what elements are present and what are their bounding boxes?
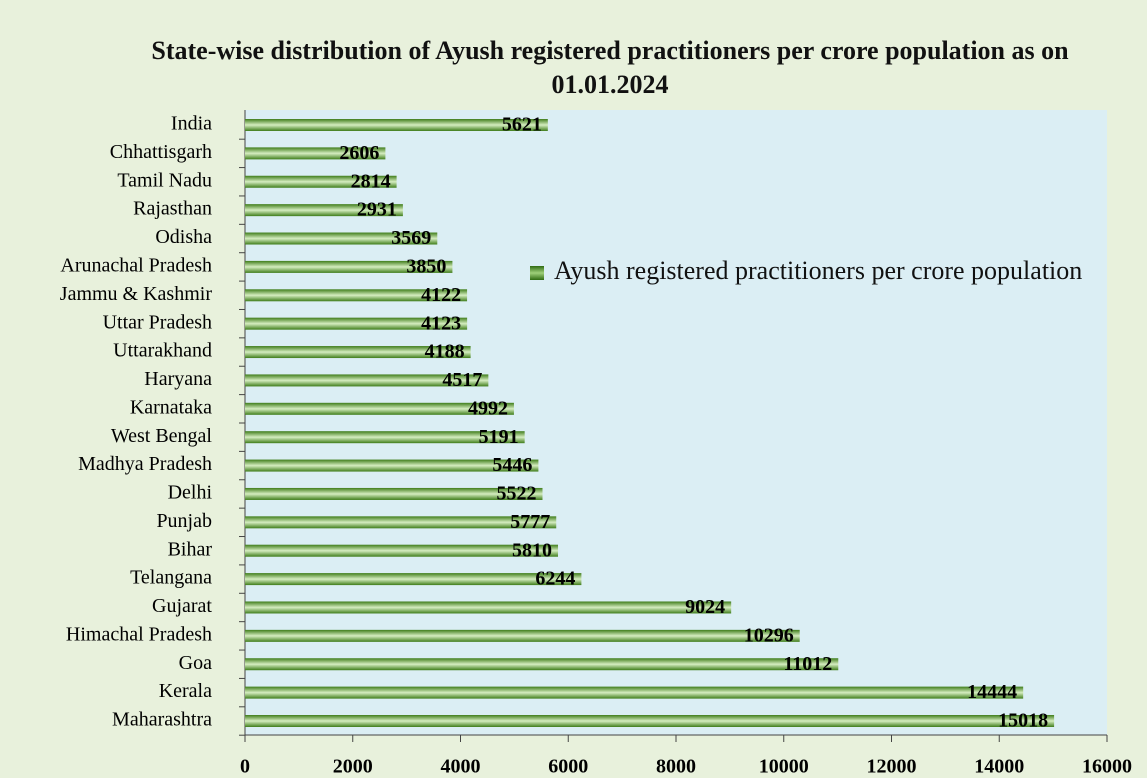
bar [245, 119, 548, 131]
y-tick-label: Haryana [144, 368, 212, 390]
y-tick-label: Telangana [130, 567, 212, 589]
x-tick-label: 2000 [333, 756, 373, 778]
data-label: 2931 [357, 199, 397, 221]
y-tick-label: Uttar Pradesh [103, 311, 212, 333]
bar [245, 573, 582, 586]
y-tick-label: West Bengal [111, 425, 213, 447]
y-tick-label: Goa [179, 652, 212, 674]
legend-swatch [530, 266, 544, 280]
y-tick-label: Tamil Nadu [117, 169, 212, 191]
bar [245, 658, 839, 671]
y-tick-label: Rajasthan [133, 198, 212, 220]
y-tick-label: Punjab [156, 510, 212, 532]
bar [245, 204, 403, 217]
data-label: 15018 [998, 710, 1048, 732]
data-label: 14444 [967, 681, 1017, 703]
y-tick-label: Jammu & Kashmir [60, 283, 213, 305]
x-tick-label: 12000 [867, 756, 917, 778]
data-label: 5191 [479, 426, 519, 448]
data-label: 9024 [685, 596, 725, 618]
bar [245, 289, 468, 302]
bar [245, 232, 438, 245]
bar [245, 175, 397, 188]
legend: Ayush registered practitioners per crore… [530, 254, 1094, 288]
y-tick-label: Madhya Pradesh [78, 453, 212, 475]
data-label: 3850 [406, 255, 446, 277]
y-tick-label: Arunachal Pradesh [60, 254, 212, 276]
data-label: 5621 [502, 114, 542, 136]
data-label: 3569 [391, 227, 431, 249]
data-label: 4517 [442, 369, 482, 391]
x-tick-label: 14000 [974, 756, 1024, 778]
x-tick-label: 4000 [441, 756, 481, 778]
bar [245, 686, 1024, 699]
y-tick-label: Maharashtra [112, 709, 212, 731]
y-tick-label: Odisha [155, 226, 212, 248]
y-tick-label: Delhi [168, 482, 213, 504]
bar [245, 147, 386, 160]
data-label: 5522 [496, 483, 536, 505]
y-tick-label: Himachal Pradesh [66, 623, 212, 645]
data-label: 4992 [468, 397, 508, 419]
data-label: 5777 [510, 511, 550, 533]
data-label: 4122 [421, 284, 461, 306]
x-tick-label: 0 [240, 756, 250, 778]
chart-title: State-wise distribution of Ayush registe… [151, 36, 1069, 99]
data-label: 4188 [425, 341, 465, 363]
x-tick-label: 16000 [1082, 756, 1132, 778]
y-tick-label: Kerala [159, 680, 212, 702]
bar [245, 402, 514, 415]
bar [245, 459, 539, 472]
y-tick-label: Uttarakhand [113, 340, 212, 362]
data-label: 4123 [421, 312, 461, 334]
bar [245, 516, 557, 529]
data-label: 5446 [492, 454, 532, 476]
y-tick-label: Gujarat [152, 595, 212, 617]
data-label: 10296 [744, 624, 794, 646]
data-label: 11012 [783, 653, 832, 675]
y-tick-label: Chhattisgarh [110, 141, 212, 163]
data-label: 2814 [351, 170, 391, 192]
x-tick-label: 8000 [656, 756, 696, 778]
bar [245, 431, 525, 444]
bar [245, 544, 559, 557]
bar [245, 487, 543, 500]
y-tick-label: India [171, 113, 212, 135]
bar [245, 629, 800, 642]
bar [245, 317, 468, 330]
data-label: 2606 [339, 142, 379, 164]
data-label: 6244 [535, 568, 575, 590]
x-tick-label: 10000 [759, 756, 809, 778]
y-tick-label: Bihar [168, 538, 213, 560]
bar [245, 715, 1055, 727]
legend-label: Ayush registered practitioners per crore… [554, 256, 1083, 285]
bar [245, 374, 489, 387]
bar [245, 601, 732, 614]
bar [245, 346, 471, 359]
x-tick-label: 6000 [548, 756, 588, 778]
y-tick-label: Karnataka [130, 396, 212, 418]
bar [245, 260, 453, 273]
data-label: 5810 [512, 539, 552, 561]
